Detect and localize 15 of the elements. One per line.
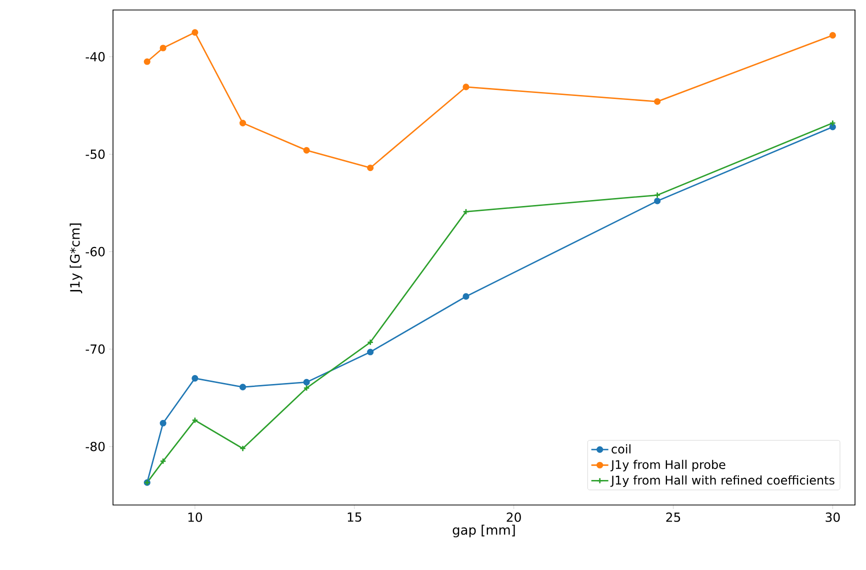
y-axis-title: J1y [G*cm] <box>70 224 82 294</box>
y-tick-label: -80 <box>86 442 105 452</box>
x-tick-label: 20 <box>506 512 521 522</box>
x-tick-label: 10 <box>188 512 202 522</box>
legend-label: J1y from Hall probe <box>610 460 726 472</box>
x-tick-label: 25 <box>666 512 680 522</box>
x-axis-title: gap [mm] <box>452 524 515 538</box>
legend-label: coil <box>612 444 630 454</box>
y-tick-label: -60 <box>86 246 105 256</box>
legend-label: J1y from Hall with refined coefficients <box>610 475 834 487</box>
y-tick-label: -40 <box>86 52 105 62</box>
y-tick-label: -50 <box>86 149 105 159</box>
x-tick-label: 30 <box>826 512 840 522</box>
x-tick-label: 15 <box>348 512 362 522</box>
y-tick-label: -70 <box>86 344 105 354</box>
